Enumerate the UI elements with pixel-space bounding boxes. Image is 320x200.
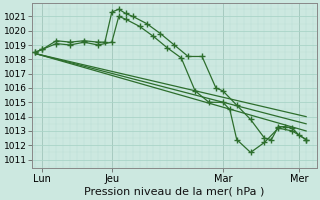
X-axis label: Pression niveau de la mer( hPa ): Pression niveau de la mer( hPa ) bbox=[84, 187, 264, 197]
